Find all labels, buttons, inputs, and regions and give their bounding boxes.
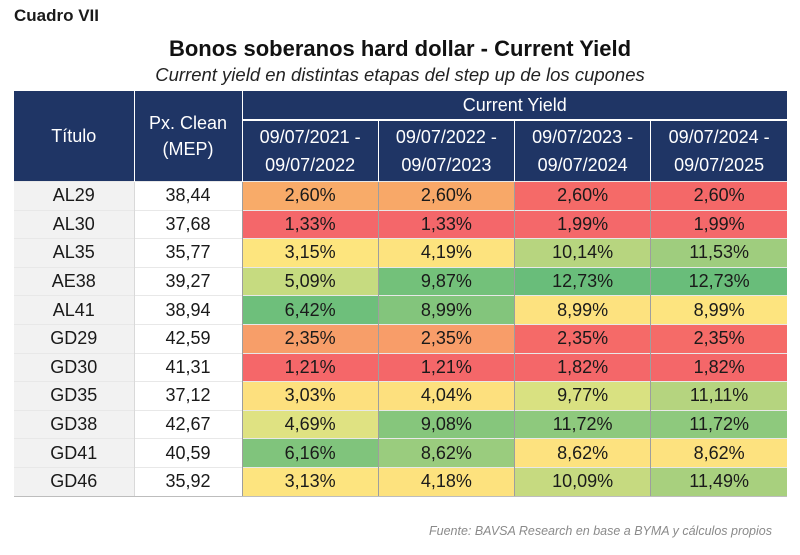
yield-value: 3,13% (241, 466, 379, 497)
yield-value: 5,09% (241, 266, 379, 296)
bond-ticker: GD29 (14, 323, 135, 354)
period-from: 09/07/2023 - (532, 127, 634, 147)
bond-ticker: AL41 (14, 295, 135, 325)
yield-value: 11,72% (650, 409, 787, 439)
table-row: GD35 37,12 3,03% 4,04% 9,77% 11,11% (14, 381, 787, 411)
table-row: GD41 40,59 6,16% 8,62% 8,62% 8,62% (14, 438, 787, 468)
yield-value: 2,60% (241, 181, 379, 211)
bond-ticker: GD41 (14, 438, 135, 468)
yield-value: 4,19% (377, 238, 515, 268)
yield-value: 2,60% (513, 181, 651, 211)
cuadro-label: Cuadro VII (14, 6, 100, 25)
table-row: GD46 35,92 3,13% 4,18% 10,09% 11,49% (14, 466, 787, 497)
table-row: GD30 41,31 1,21% 1,21% 1,82% 1,82% (14, 352, 787, 382)
header-px-clean: Px. Clean (MEP) (134, 91, 243, 182)
header-titulo: Título (14, 91, 135, 182)
yield-value: 2,60% (377, 181, 515, 211)
yield-value: 8,99% (513, 295, 651, 325)
yield-value: 11,11% (650, 381, 787, 411)
yield-value: 1,82% (650, 352, 787, 382)
yield-value: 3,15% (241, 238, 379, 268)
table-row: AL29 38,44 2,60% 2,60% 2,60% 2,60% (14, 181, 787, 211)
bond-ticker: GD38 (14, 409, 135, 439)
source-note: Fuente: BAVSA Research en base a BYMA y … (428, 524, 772, 538)
table-row: AL30 37,68 1,33% 1,33% 1,99% 1,99% (14, 209, 787, 239)
yield-value: 2,35% (377, 323, 515, 354)
yield-value: 9,77% (513, 381, 651, 411)
px-clean-value: 40,59 (134, 438, 243, 468)
yield-value: 11,53% (650, 238, 787, 268)
px-clean-value: 37,12 (134, 381, 243, 411)
yield-value: 2,35% (513, 323, 651, 354)
yield-value: 2,60% (650, 181, 787, 211)
px-clean-value: 37,68 (134, 209, 243, 239)
period-to: 09/07/2023 (401, 155, 492, 175)
current-yield-table: Título Px. Clean (MEP) Current Yield 09/… (14, 91, 787, 497)
px-clean-value: 35,92 (134, 466, 243, 497)
yield-value: 1,99% (650, 209, 787, 239)
yield-value: 4,69% (241, 409, 379, 439)
header-period: 09/07/2022 - 09/07/2023 (377, 120, 515, 182)
header-period: 09/07/2023 - 09/07/2024 (513, 120, 651, 182)
table-row: AL41 38,94 6,42% 8,99% 8,99% 8,99% (14, 295, 787, 325)
yield-value: 8,62% (377, 438, 515, 468)
px-clean-value: 41,31 (134, 352, 243, 382)
yield-value: 9,87% (377, 266, 515, 296)
yield-value: 4,04% (377, 381, 515, 411)
px-clean-value: 38,44 (134, 181, 243, 211)
bond-ticker: GD30 (14, 352, 135, 382)
yield-value: 11,72% (513, 409, 651, 439)
period-to: 09/07/2025 (674, 155, 765, 175)
px-clean-value: 42,59 (134, 323, 243, 354)
table-row: GD29 42,59 2,35% 2,35% 2,35% 2,35% (14, 323, 787, 354)
header-current-yield: Current Yield (242, 91, 787, 121)
period-from: 09/07/2024 - (668, 127, 770, 147)
period-to: 09/07/2022 (265, 155, 356, 175)
px-clean-value: 38,94 (134, 295, 243, 325)
bond-ticker: GD46 (14, 466, 135, 497)
header-period: 09/07/2021 - 09/07/2022 (241, 120, 379, 182)
bond-ticker: GD35 (14, 381, 135, 411)
bond-ticker: AE38 (14, 266, 135, 296)
yield-value: 11,49% (650, 466, 787, 497)
yield-value: 8,62% (513, 438, 651, 468)
yield-value: 10,14% (513, 238, 651, 268)
yield-value: 6,42% (241, 295, 379, 325)
yield-value: 9,08% (377, 409, 515, 439)
bond-ticker: AL30 (14, 209, 135, 239)
table-subtitle: Current yield en distintas etapas del st… (155, 64, 645, 85)
yield-value: 2,35% (650, 323, 787, 354)
table-row: GD38 42,67 4,69% 9,08% 11,72% 11,72% (14, 409, 787, 439)
period-to: 09/07/2024 (537, 155, 628, 175)
yield-value: 8,62% (650, 438, 787, 468)
px-clean-value: 39,27 (134, 266, 243, 296)
yield-value: 12,73% (513, 266, 651, 296)
bond-ticker: AL29 (14, 181, 135, 211)
yield-value: 1,99% (513, 209, 651, 239)
yield-value: 3,03% (241, 381, 379, 411)
table-row: AL35 35,77 3,15% 4,19% 10,14% 11,53% (14, 238, 787, 268)
px-clean-value: 42,67 (134, 409, 243, 439)
yield-value: 1,21% (377, 352, 515, 382)
px-clean-value: 35,77 (134, 238, 243, 268)
header-px-line1: Px. Clean (148, 113, 228, 133)
yield-value: 6,16% (241, 438, 379, 468)
yield-value: 10,09% (513, 466, 651, 497)
yield-value: 12,73% (650, 266, 787, 296)
period-from: 09/07/2022 - (395, 127, 497, 147)
yield-value: 2,35% (241, 323, 379, 354)
yield-value: 4,18% (377, 466, 515, 497)
header-period: 09/07/2024 - 09/07/2025 (650, 120, 787, 182)
header-px-line2: (MEP) (162, 139, 214, 159)
yield-value: 1,82% (513, 352, 651, 382)
yield-value: 1,21% (241, 352, 379, 382)
yield-value: 8,99% (377, 295, 515, 325)
yield-value: 1,33% (241, 209, 379, 239)
period-from: 09/07/2021 - (259, 127, 361, 147)
yield-value: 1,33% (377, 209, 515, 239)
table-title: Bonos soberanos hard dollar - Current Yi… (168, 36, 632, 61)
yield-value: 8,99% (650, 295, 787, 325)
table-row: AE38 39,27 5,09% 9,87% 12,73% 12,73% (14, 266, 787, 296)
bond-ticker: AL35 (14, 238, 135, 268)
